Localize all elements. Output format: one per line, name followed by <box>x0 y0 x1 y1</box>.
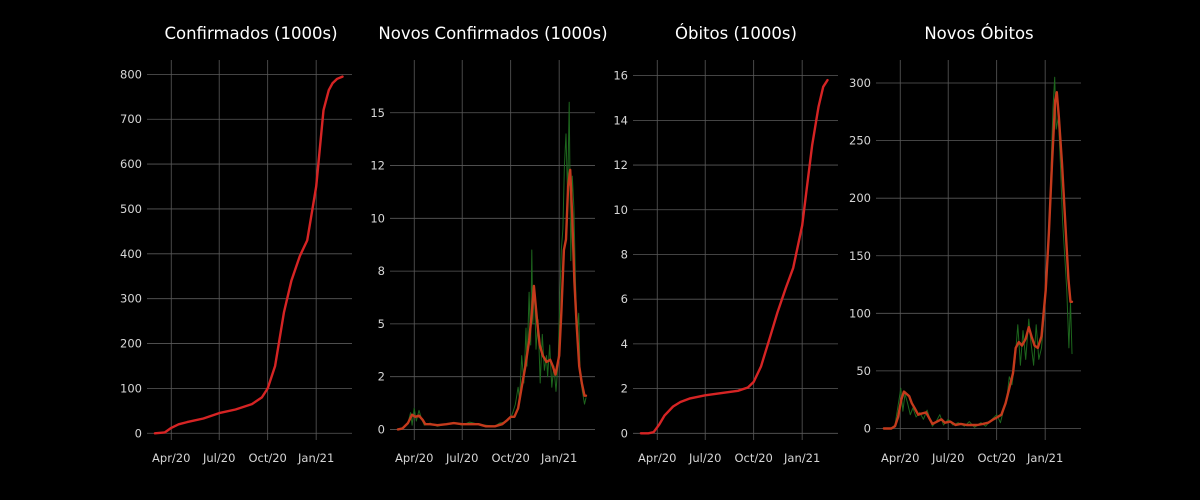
x-tick-label: Oct/20 <box>491 451 529 465</box>
y-tick-label: 0 <box>135 426 142 440</box>
x-tick-label: Apr/20 <box>881 451 919 465</box>
y-tick-label: 500 <box>120 202 142 216</box>
y-tick-label: 15 <box>370 106 385 120</box>
x-tick-label: Apr/20 <box>395 451 433 465</box>
y-tick-label: 16 <box>613 69 628 83</box>
raw-daily-series-line <box>883 76 1073 429</box>
x-tick-label: Oct/20 <box>977 451 1015 465</box>
y-tick-label: 0 <box>378 422 385 436</box>
y-tick-label: 800 <box>120 67 142 81</box>
chart-panel-2: Apr/20 Jul/20 Oct/20 Jan/21 0 2 5 8 10 12 15 Novos … <box>370 24 607 465</box>
y-tick-label: 400 <box>120 247 142 261</box>
y-tick-label: 10 <box>613 203 628 217</box>
y-tick-label: 12 <box>370 159 385 173</box>
x-tick-label: Oct/20 <box>734 451 772 465</box>
y-tick-label: 100 <box>849 306 871 320</box>
smoothed-daily-series-line <box>396 168 588 431</box>
chart-panel-3: Apr/20 Jul/20 Oct/20 Jan/21 0 2 4 6 8 10 12 14 16 Óbi… <box>613 24 838 465</box>
x-tick-label: Jan/21 <box>297 451 334 465</box>
x-tick-label: Oct/20 <box>248 451 286 465</box>
x-tick-label: Jul/20 <box>445 451 478 465</box>
y-tick-label: 700 <box>120 112 142 126</box>
chart-title: Confirmados (1000s) <box>164 24 337 43</box>
cumulative-series-line <box>639 78 829 435</box>
chart-title: Óbitos (1000s) <box>675 24 797 43</box>
y-tick-label: 2 <box>378 370 385 384</box>
y-tick-label: 300 <box>120 292 142 306</box>
y-tick-label: 50 <box>856 364 871 378</box>
raw-daily-series-line <box>397 101 587 430</box>
x-tick-label: Jul/20 <box>931 451 964 465</box>
x-tick-label: Jan/21 <box>1026 451 1063 465</box>
x-tick-label: Apr/20 <box>638 451 676 465</box>
cumulative-series-line <box>153 75 344 435</box>
y-tick-label: 300 <box>849 76 871 90</box>
y-tick-label: 250 <box>849 134 871 148</box>
y-tick-label: 5 <box>378 317 385 331</box>
x-tick-label: Jul/20 <box>688 451 721 465</box>
y-tick-label: 8 <box>621 247 628 261</box>
y-tick-label: 200 <box>120 337 142 351</box>
y-tick-label: 0 <box>864 421 871 435</box>
y-tick-label: 100 <box>120 381 142 395</box>
y-tick-label: 14 <box>613 113 628 127</box>
smoothed-daily-series-line <box>882 90 1074 430</box>
chart-title: Novos Óbitos <box>924 24 1033 43</box>
x-tick-label: Jan/21 <box>540 451 577 465</box>
y-tick-label: 2 <box>621 382 628 396</box>
y-tick-label: 12 <box>613 158 628 172</box>
y-tick-label: 200 <box>849 191 871 205</box>
y-tick-label: 4 <box>621 337 628 351</box>
y-tick-label: 10 <box>370 211 385 225</box>
x-tick-label: Jan/21 <box>783 451 820 465</box>
y-tick-label: 150 <box>849 249 871 263</box>
x-tick-label: Jul/20 <box>202 451 235 465</box>
y-tick-label: 0 <box>621 426 628 440</box>
y-tick-label: 8 <box>378 264 385 278</box>
chart-title: Novos Confirmados (1000s) <box>378 24 607 43</box>
chart-panel-4: Apr/20 Jul/20 Oct/20 Jan/21 0 50 100 150 200 250 3… <box>849 24 1081 465</box>
chart-panel-1: Apr/20 Jul/20 Oct/20 Jan/21 0 100 200 300 400 500… <box>120 24 352 465</box>
y-tick-label: 6 <box>621 292 628 306</box>
y-tick-label: 600 <box>120 157 142 171</box>
x-tick-label: Apr/20 <box>152 451 190 465</box>
